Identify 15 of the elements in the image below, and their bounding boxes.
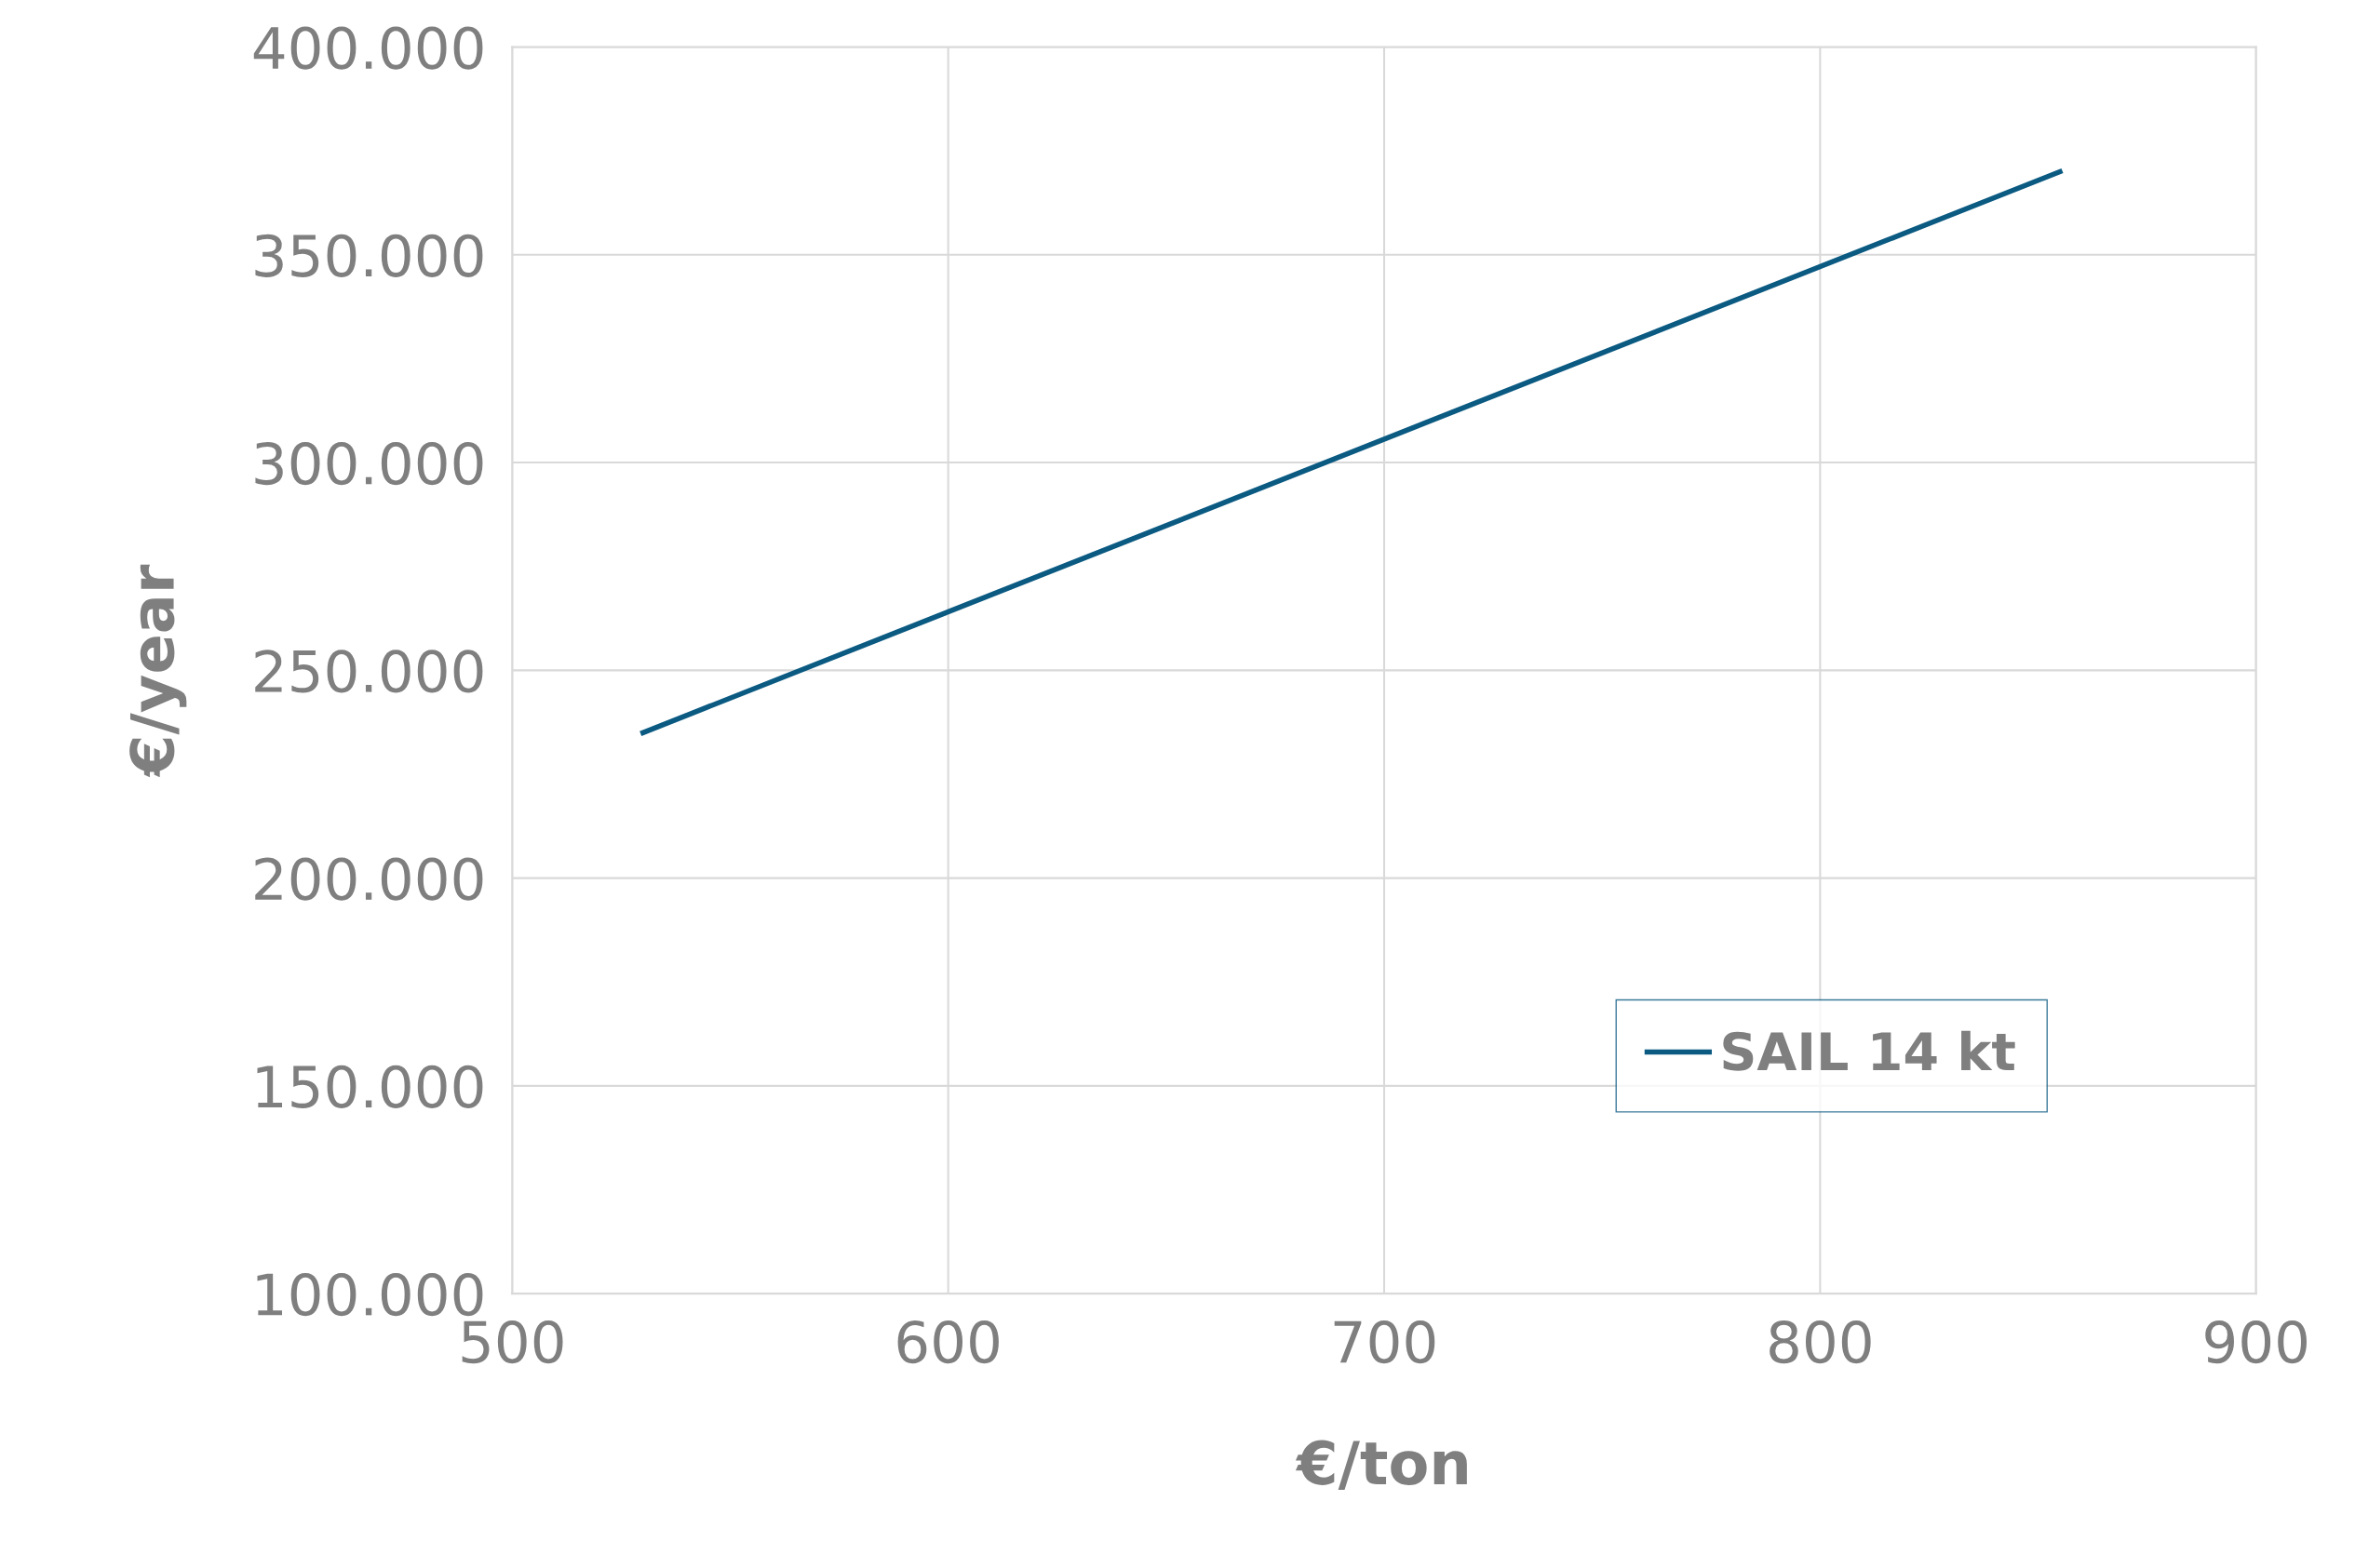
x-tick-label: 600 [897,1320,999,1364]
x-tick-label: 700 [1334,1320,1435,1364]
x-tick-label: 500 [462,1320,563,1364]
y-tick-label: 250.000 [255,650,483,693]
y-tick-label: 200.000 [255,857,483,901]
x-tick-label: 900 [2205,1320,2307,1364]
y-tick-label: 400.000 [253,26,483,70]
y-axis-title: €/year [129,564,187,778]
x-axis-title: €/ton [1295,1440,1467,1490]
y-tick-label: 150.000 [257,1065,483,1108]
y-tick-label: 100.000 [257,1272,483,1317]
legend-label: SAIL 14 kt [1723,1030,2015,1071]
y-tick-label: 300.000 [255,441,483,486]
x-tick-label: 800 [1770,1320,1871,1364]
y-tick-label: 350.000 [255,234,483,277]
